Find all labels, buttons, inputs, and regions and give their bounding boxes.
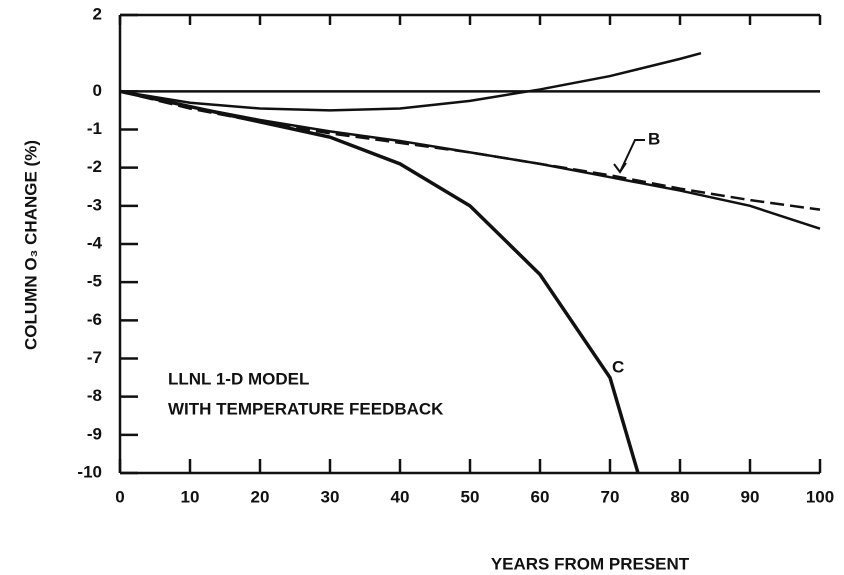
x-tick-label: 0 xyxy=(115,487,124,506)
y-tick-label: -10 xyxy=(77,462,102,481)
line-series xyxy=(119,89,640,474)
y-tick-label: 2 xyxy=(93,4,102,23)
series-label: C xyxy=(612,357,624,376)
annotation: WITH TEMPERATURE FEEDBACK xyxy=(168,399,444,418)
x-tick-label: 60 xyxy=(531,487,550,506)
y-tick-label: -4 xyxy=(87,233,103,252)
y-tick-label: -8 xyxy=(87,386,102,405)
x-tick-label: 80 xyxy=(671,487,690,506)
x-tick-label: 30 xyxy=(321,487,340,506)
series-label: B xyxy=(648,129,660,148)
y-tick-label: 0 xyxy=(93,81,102,100)
x-tick-label: 50 xyxy=(461,487,480,506)
y-tick-label: -3 xyxy=(87,195,102,214)
y-tick-label: -2 xyxy=(87,157,102,176)
arrow xyxy=(613,139,645,174)
line-series xyxy=(119,51,702,112)
y-tick-label: -1 xyxy=(87,119,102,138)
x-tick-label: 90 xyxy=(741,487,760,506)
y-tick-label: -5 xyxy=(87,272,102,291)
x-tick-label: 70 xyxy=(601,487,620,506)
y-tick-label: -9 xyxy=(87,424,102,443)
y-tick-label: -6 xyxy=(87,310,102,329)
line-series xyxy=(119,90,821,211)
annotation: LLNL 1-D MODEL xyxy=(168,369,309,388)
x-tick-label: 40 xyxy=(391,487,410,506)
x-axis-label: YEARS FROM PRESENT xyxy=(491,554,690,573)
x-tick-label: 100 xyxy=(806,487,834,506)
y-tick-label: -7 xyxy=(87,348,102,367)
x-tick-label: 10 xyxy=(181,487,200,506)
y-axis-label: COLUMN O₃ CHANGE (%) xyxy=(21,140,40,350)
x-tick-label: 20 xyxy=(251,487,270,506)
